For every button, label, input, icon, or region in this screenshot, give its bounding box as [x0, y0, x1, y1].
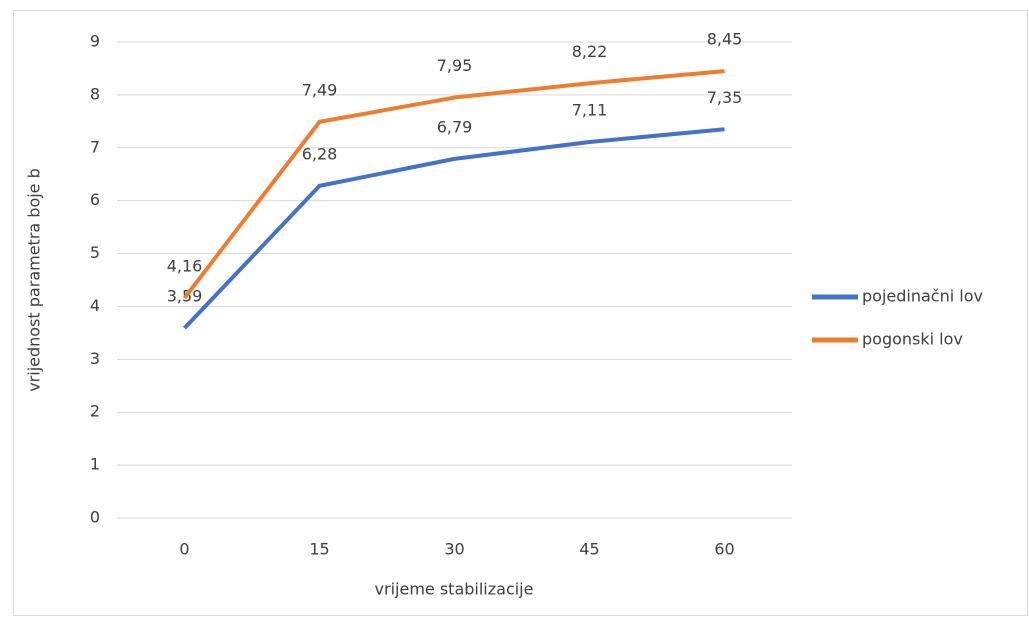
x-tick-label: 0	[179, 540, 189, 559]
y-tick-label: 8	[90, 84, 100, 103]
data-label: 8,22	[572, 42, 608, 61]
y-tick-label: 5	[90, 243, 100, 262]
y-axis-title: vrijednost parametra boje b	[25, 168, 44, 392]
y-tick-label: 0	[90, 508, 100, 527]
x-axis-title: vrijeme stabilizacije	[375, 580, 534, 599]
x-tick-label: 30	[444, 540, 464, 559]
x-tick-label: 60	[714, 540, 734, 559]
x-tick-label: 15	[309, 540, 329, 559]
y-tick-label: 3	[90, 349, 100, 368]
data-label: 7,35	[707, 88, 743, 107]
series-line	[183, 127, 725, 330]
chart-frame	[13, 10, 1028, 616]
y-tick-label: 9	[90, 32, 100, 51]
y-tick-label: 2	[90, 402, 100, 421]
data-label: 7,95	[437, 56, 473, 75]
data-label: 7,49	[302, 80, 338, 99]
y-tick-label: 6	[90, 190, 100, 209]
y-tick-label: 1	[90, 455, 100, 474]
data-label: 4,16	[167, 256, 203, 275]
y-tick-label: 4	[90, 296, 100, 315]
series-line	[182, 69, 725, 300]
data-label: 8,45	[707, 30, 743, 49]
data-label: 7,11	[572, 100, 608, 119]
legend-label: pogonski lov	[862, 330, 963, 349]
data-label: 6,28	[302, 144, 338, 163]
legend-label: pojedinačni lov	[862, 287, 983, 306]
data-label: 6,79	[437, 117, 473, 136]
x-tick-label: 45	[579, 540, 599, 559]
y-tick-label: 7	[90, 137, 100, 156]
